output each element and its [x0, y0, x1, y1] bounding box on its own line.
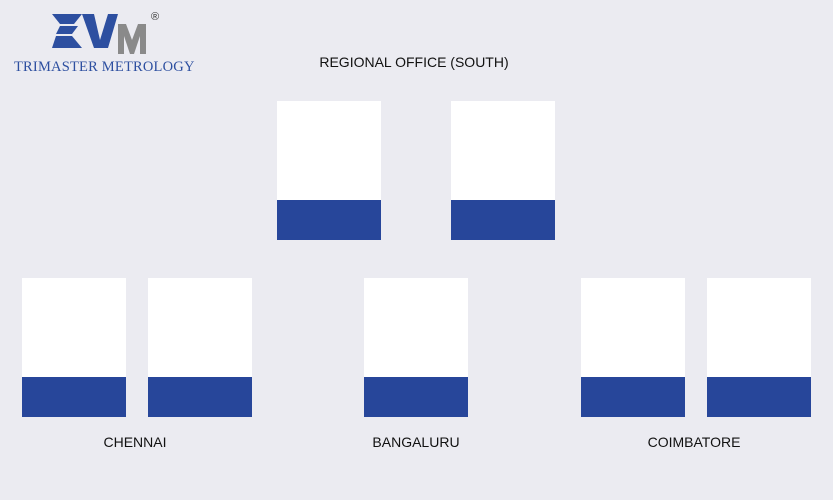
card-band [148, 377, 252, 417]
coimbatore-card-2 [707, 278, 811, 417]
location-label-coimbatore: COIMBATORE [647, 434, 741, 450]
bangaluru-card-1 [364, 278, 468, 417]
chennai-card-1 [22, 278, 126, 417]
regional-office-card-1 [277, 101, 381, 240]
location-label-chennai: CHENNAI [103, 434, 167, 450]
coimbatore-card-1 [581, 278, 685, 417]
company-name: TRIMASTER METROLOGY [14, 59, 195, 75]
card-band [22, 377, 126, 417]
tmm-logo-mark-icon [52, 14, 146, 54]
chennai-card-2 [148, 278, 252, 417]
card-band [277, 200, 381, 240]
card-band [581, 377, 685, 417]
company-logo: ® TRIMASTER METROLOGY [14, 10, 194, 80]
card-band [707, 377, 811, 417]
location-label-bangaluru: BANGALURU [372, 434, 460, 450]
card-band [451, 200, 555, 240]
registered-mark: ® [151, 11, 160, 23]
card-band [364, 377, 468, 417]
regional-office-title: REGIONAL OFFICE (SOUTH) [319, 54, 509, 70]
regional-office-card-2 [451, 101, 555, 240]
